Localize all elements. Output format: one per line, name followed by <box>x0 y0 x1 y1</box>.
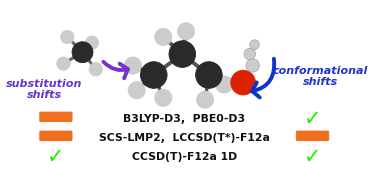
Circle shape <box>169 41 196 67</box>
Circle shape <box>196 91 214 108</box>
Circle shape <box>155 89 172 106</box>
Circle shape <box>246 59 259 72</box>
Text: ✓: ✓ <box>304 147 321 167</box>
Circle shape <box>231 70 255 95</box>
Circle shape <box>124 57 141 74</box>
Circle shape <box>57 57 70 70</box>
Circle shape <box>216 76 232 93</box>
Text: substitution
shifts: substitution shifts <box>6 79 82 100</box>
Circle shape <box>86 36 99 49</box>
Circle shape <box>155 28 172 46</box>
Circle shape <box>250 40 259 49</box>
FancyBboxPatch shape <box>39 131 72 141</box>
Text: CCSD(T)-F12a 1D: CCSD(T)-F12a 1D <box>132 152 237 162</box>
Text: SCS-LMP2,  LCCSD(T*)-F12a: SCS-LMP2, LCCSD(T*)-F12a <box>99 133 270 143</box>
Circle shape <box>89 63 102 76</box>
Circle shape <box>244 48 255 60</box>
Text: B3LYP-D3,  PBE0-D3: B3LYP-D3, PBE0-D3 <box>123 114 245 124</box>
Circle shape <box>141 62 167 88</box>
Circle shape <box>61 30 74 44</box>
Text: ✓: ✓ <box>47 147 64 167</box>
Circle shape <box>72 42 93 63</box>
Text: conformational
shifts: conformational shifts <box>273 66 368 87</box>
FancyBboxPatch shape <box>39 112 72 122</box>
Circle shape <box>196 62 222 88</box>
Circle shape <box>128 82 145 99</box>
Circle shape <box>177 23 195 40</box>
FancyBboxPatch shape <box>296 131 329 141</box>
Text: ✓: ✓ <box>304 109 321 129</box>
